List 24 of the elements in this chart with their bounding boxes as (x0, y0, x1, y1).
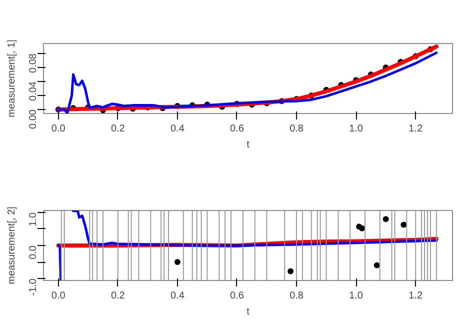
x-axis-title: t (246, 306, 250, 318)
x-tick-label: 0.8 (290, 124, 304, 134)
y-tick-label: 0.04 (28, 81, 39, 101)
x-tick-label: 0.0 (51, 290, 66, 302)
x-tick-label: 0.2 (110, 290, 126, 302)
x-tick-label: 0.0 (51, 124, 66, 134)
y-tick-label: 0.00 (28, 109, 39, 129)
x-tick-label: 0.4 (170, 290, 185, 302)
y-axis-title: measurement[, 2] (6, 206, 18, 284)
x-tick-label: 1.2 (408, 124, 423, 134)
y-tick-label: 1.0 (28, 212, 39, 226)
x-axis-title: t (246, 140, 250, 150)
x-tick-label: 0.4 (170, 124, 185, 134)
x-tick-label: 0.8 (290, 290, 304, 302)
x-tick-label: 0.6 (230, 290, 244, 302)
x-tick-label: 1.2 (408, 290, 423, 302)
x-tick-label: 1.0 (349, 290, 364, 302)
x-tick-label: 0.6 (230, 124, 244, 134)
y-axis-title: measurement[, 1] (6, 39, 18, 118)
x-tick-label: 1.0 (349, 124, 364, 134)
y-tick-label: 0.0 (28, 245, 39, 260)
x-tick-label: 0.2 (110, 124, 126, 134)
y-tick-label: 0.08 (28, 53, 39, 73)
y-tick-label: -1.0 (28, 278, 39, 296)
